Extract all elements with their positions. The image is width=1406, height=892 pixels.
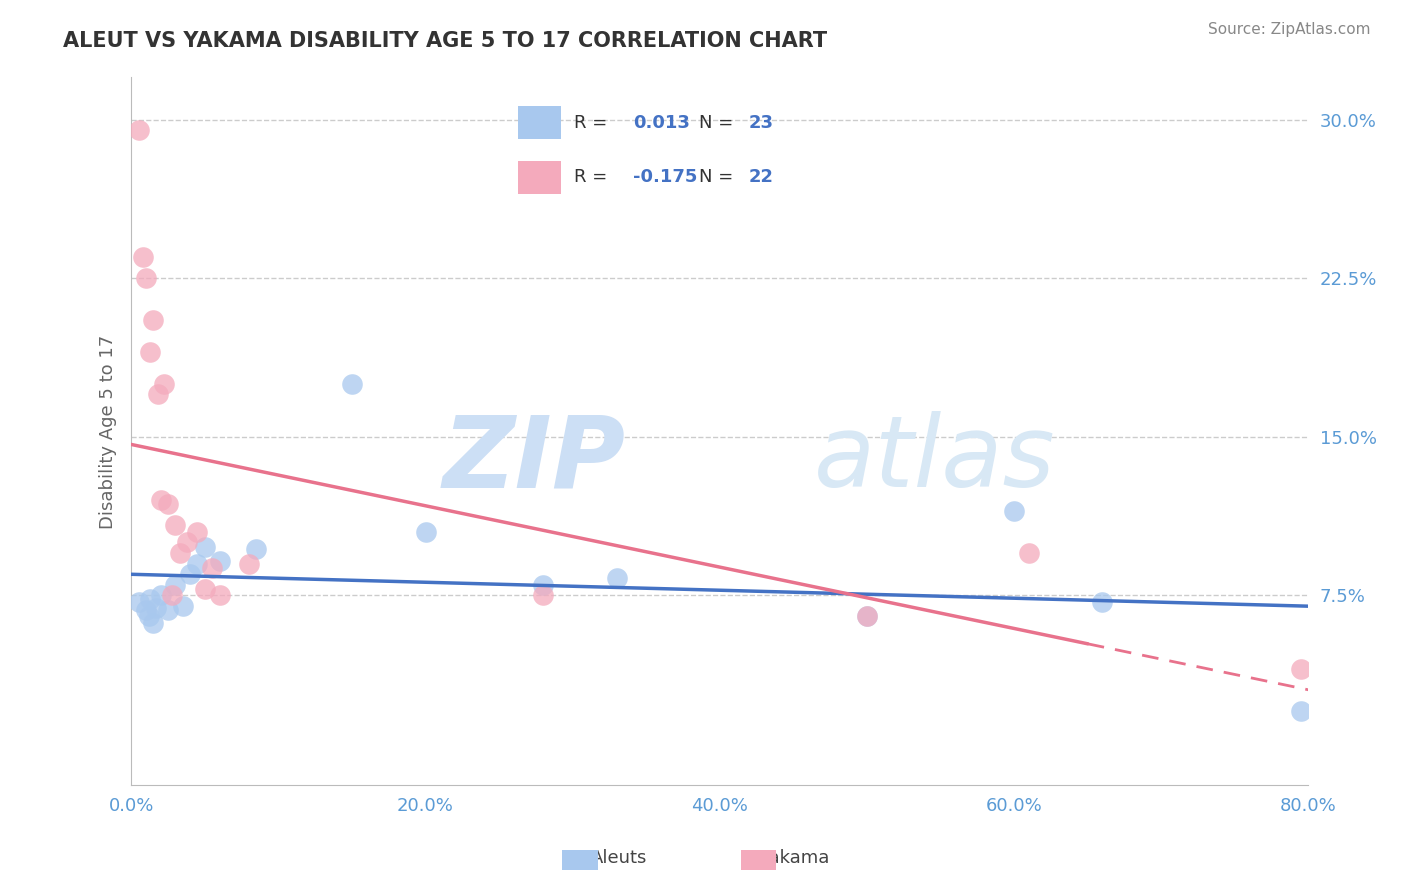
- Y-axis label: Disability Age 5 to 17: Disability Age 5 to 17: [100, 334, 117, 529]
- Text: Aleuts: Aleuts: [591, 849, 647, 867]
- Point: [340, 376, 363, 391]
- Point: [172, 599, 194, 613]
- Text: atlas: atlas: [814, 411, 1056, 508]
- Point: [856, 609, 879, 624]
- Point: [149, 588, 172, 602]
- Point: [1289, 705, 1312, 719]
- Point: [157, 603, 180, 617]
- Point: [531, 577, 554, 591]
- Point: [145, 601, 167, 615]
- Point: [157, 497, 180, 511]
- Point: [162, 588, 184, 602]
- Point: [149, 493, 172, 508]
- Point: [165, 577, 187, 591]
- Point: [238, 557, 260, 571]
- Point: [415, 524, 437, 539]
- Point: [1018, 546, 1040, 560]
- Point: [146, 387, 169, 401]
- Point: [176, 535, 198, 549]
- Point: [135, 603, 157, 617]
- Point: [135, 271, 157, 285]
- Point: [142, 615, 165, 630]
- Point: [245, 541, 267, 556]
- Point: [128, 594, 150, 608]
- Text: Source: ZipAtlas.com: Source: ZipAtlas.com: [1208, 22, 1371, 37]
- Point: [194, 582, 217, 596]
- Point: [138, 609, 160, 624]
- Point: [128, 123, 150, 137]
- Point: [208, 588, 231, 602]
- Point: [139, 345, 162, 359]
- Point: [208, 554, 231, 568]
- Point: [169, 546, 191, 560]
- Point: [186, 557, 208, 571]
- Point: [132, 250, 155, 264]
- Point: [152, 376, 174, 391]
- Point: [1289, 662, 1312, 676]
- Text: ZIP: ZIP: [443, 411, 626, 508]
- Point: [1002, 504, 1025, 518]
- Point: [606, 571, 628, 585]
- Point: [1091, 594, 1114, 608]
- Text: Yakama: Yakama: [759, 849, 830, 867]
- Point: [179, 567, 201, 582]
- Point: [165, 518, 187, 533]
- Point: [856, 609, 879, 624]
- Point: [194, 540, 217, 554]
- Point: [142, 313, 165, 327]
- Point: [531, 588, 554, 602]
- Point: [139, 592, 162, 607]
- Point: [201, 561, 224, 575]
- Point: [186, 524, 208, 539]
- Text: ALEUT VS YAKAMA DISABILITY AGE 5 TO 17 CORRELATION CHART: ALEUT VS YAKAMA DISABILITY AGE 5 TO 17 C…: [63, 31, 827, 51]
